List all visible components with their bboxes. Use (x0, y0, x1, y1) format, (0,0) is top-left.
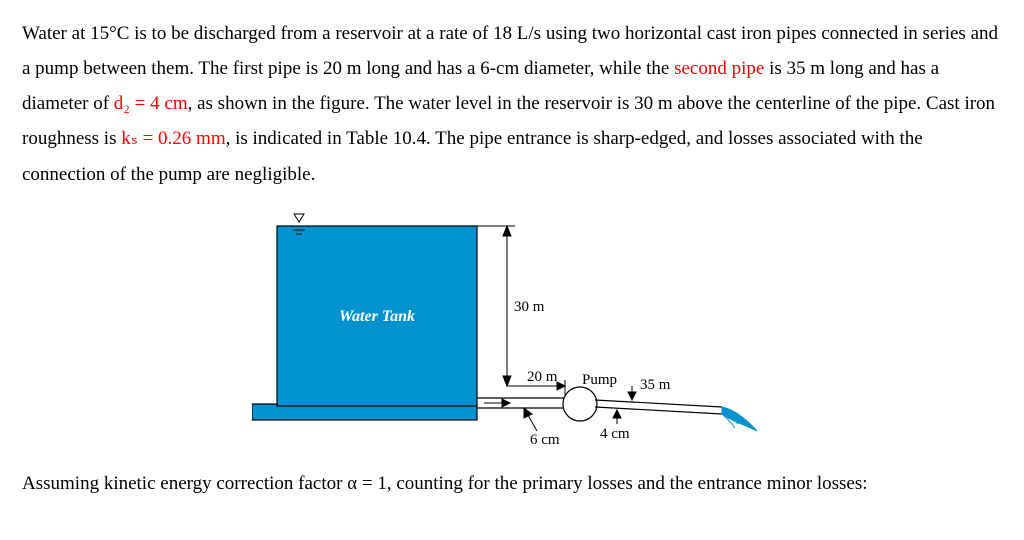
pipe-system-diagram: Water Tank 30 m Pump 20 m (252, 206, 772, 456)
problem-paragraph-1: Water at 15°C is to be discharged from a… (22, 16, 1002, 192)
label-4cm: 4 cm (600, 426, 630, 442)
label-35m: 35 m (640, 377, 671, 393)
highlight-second-pipe: second pipe (674, 58, 764, 79)
label-20m: 20 m (527, 369, 558, 385)
diagram-container: Water Tank 30 m Pump 20 m (22, 206, 1002, 456)
highlight-d2: d₂ = 4 cm (114, 93, 188, 114)
label-30m: 30 m (514, 299, 545, 315)
tank-label-text: Water Tank (339, 308, 415, 325)
problem-paragraph-2: Assuming kinetic energy correction facto… (22, 466, 1002, 501)
highlight-ks: kₛ = 0.26 mm (121, 128, 225, 149)
label-pump: Pump (582, 372, 617, 388)
label-6cm: 6 cm (530, 432, 560, 448)
